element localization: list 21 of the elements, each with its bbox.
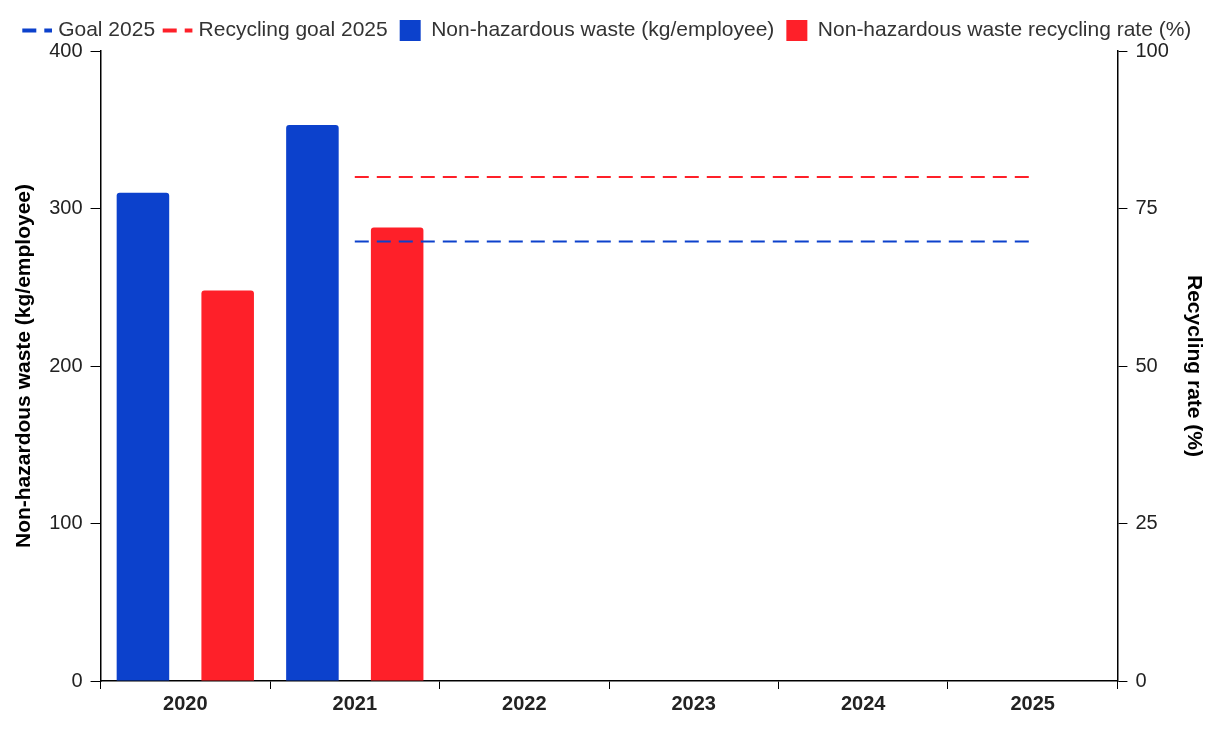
x-tick-label: 2023 — [671, 691, 716, 714]
y2-tick-label: 50 — [1135, 353, 1158, 376]
y2-tick-label: 25 — [1135, 511, 1158, 534]
legend-label: Goal 2025 — [58, 17, 156, 41]
x-tick-label: 2024 — [840, 691, 887, 714]
x-tick-label: 2025 — [1010, 691, 1055, 714]
legend-label: Non-hazardous waste (kg/employee) — [431, 17, 775, 41]
legend-label: Recycling goal 2025 — [198, 17, 388, 41]
y-tick-label: 400 — [49, 38, 83, 61]
y2-axis-title: Recycling rate (%) — [1183, 274, 1207, 458]
y-tick-label: 300 — [49, 196, 83, 219]
legend-label: Non-hazardous waste recycling rate (%) — [817, 17, 1192, 41]
y2-tick-label: 75 — [1135, 196, 1158, 219]
y-tick-label: 100 — [49, 511, 83, 534]
y2-tick-label: 0 — [1135, 668, 1147, 691]
x-tick-label: 2022 — [502, 691, 547, 714]
y-tick-label: 0 — [71, 668, 83, 691]
y-axis-title: Non-hazardous waste (kg/employee) — [11, 183, 35, 549]
x-tick-label: 2020 — [163, 691, 208, 714]
y-tick-label: 200 — [49, 353, 83, 376]
x-tick-label: 2021 — [332, 691, 378, 714]
